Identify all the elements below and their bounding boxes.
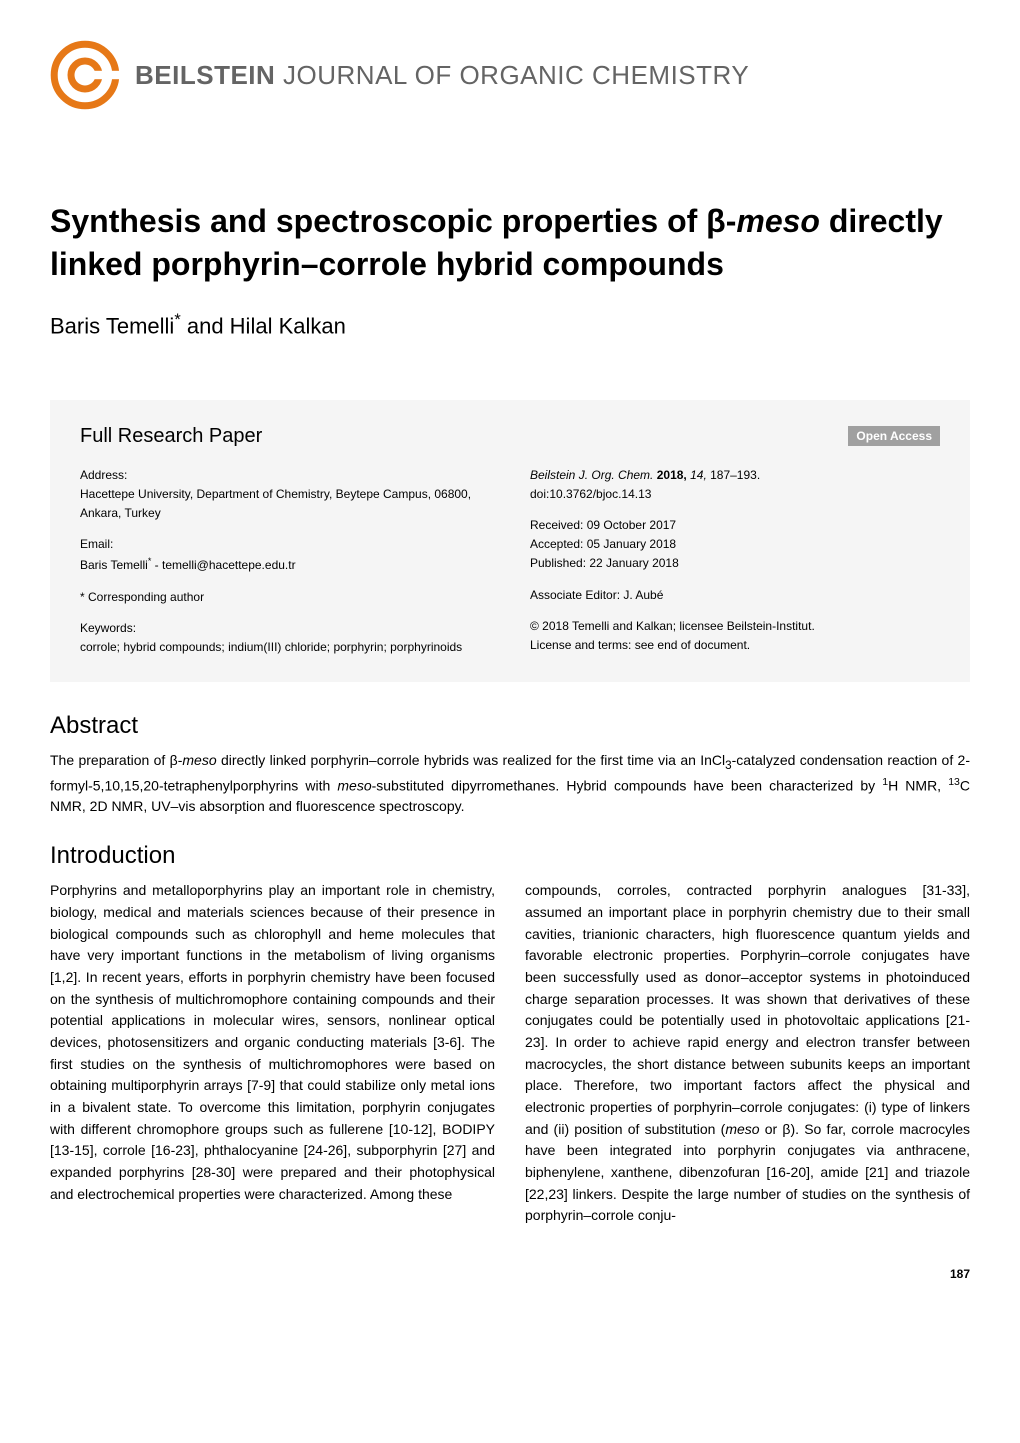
address-label: Address: (80, 466, 490, 485)
paper-title: Synthesis and spectroscopic properties o… (50, 200, 970, 286)
keywords-label: Keywords: (80, 619, 490, 638)
corresponding-author: * Corresponding author (80, 588, 490, 607)
license: License and terms: see end of document. (530, 636, 940, 655)
beilstein-logo-icon (50, 40, 120, 110)
associate-editor: Associate Editor: J. Aubé (530, 586, 940, 605)
journal-name: BEILSTEIN JOURNAL OF ORGANIC CHEMISTRY (135, 60, 749, 91)
journal-header: BEILSTEIN JOURNAL OF ORGANIC CHEMISTRY (0, 0, 1020, 140)
email-value: Baris Temelli* - temelli@hacettepe.edu.t… (80, 554, 490, 575)
info-left-column: Address: Hacettepe University, Departmen… (80, 466, 490, 658)
info-columns: Address: Hacettepe University, Departmen… (80, 466, 940, 658)
page-number: 187 (0, 1247, 1020, 1301)
address-value: Hacettepe University, Department of Chem… (80, 485, 490, 523)
open-access-badge: Open Access (848, 426, 940, 446)
paper-info-box: Full Research Paper Open Access Address:… (50, 400, 970, 683)
introduction-column-right: compounds, corroles, contracted porphyri… (525, 880, 970, 1227)
paper-type: Full Research Paper (80, 425, 262, 448)
doi: doi:10.3762/bjoc.14.13 (530, 485, 940, 504)
info-header: Full Research Paper Open Access (80, 425, 940, 448)
copyright: © 2018 Temelli and Kalkan; licensee Beil… (530, 617, 940, 636)
keywords-value: corrole; hybrid compounds; indium(III) c… (80, 638, 490, 657)
introduction-columns: Porphyrins and metalloporphyrins play an… (50, 880, 970, 1227)
email-label: Email: (80, 535, 490, 554)
received-date: Received: 09 October 2017 (530, 516, 940, 535)
abstract-text: The preparation of β-meso directly linke… (50, 750, 970, 817)
introduction-column-left: Porphyrins and metalloporphyrins play an… (50, 880, 495, 1227)
content-section: Abstract The preparation of β-meso direc… (0, 682, 1020, 1247)
title-section: Synthesis and spectroscopic properties o… (0, 140, 1020, 400)
accepted-date: Accepted: 05 January 2018 (530, 535, 940, 554)
citation: Beilstein J. Org. Chem. 2018, 14, 187–19… (530, 466, 940, 485)
abstract-heading: Abstract (50, 712, 970, 740)
journal-name-bold: BEILSTEIN (135, 60, 275, 90)
introduction-heading: Introduction (50, 842, 970, 870)
published-date: Published: 22 January 2018 (530, 554, 940, 573)
authors: Baris Temelli* and Hilal Kalkan (50, 311, 970, 339)
info-right-column: Beilstein J. Org. Chem. 2018, 14, 187–19… (530, 466, 940, 658)
journal-name-rest: JOURNAL OF ORGANIC CHEMISTRY (275, 60, 749, 90)
